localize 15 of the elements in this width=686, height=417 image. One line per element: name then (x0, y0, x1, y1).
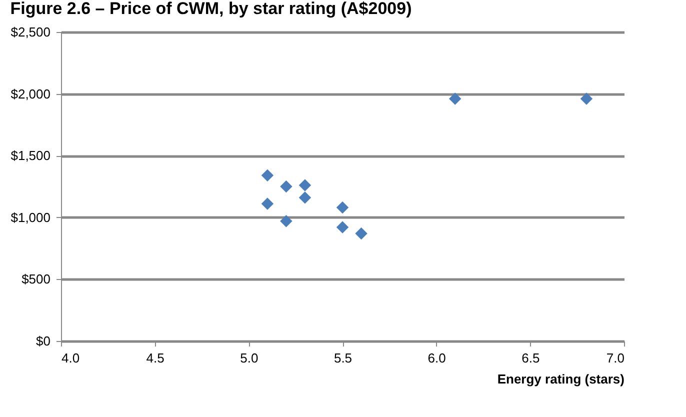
y-tick-label: $500 (22, 272, 50, 287)
x-tick-label: 4.5 (146, 350, 164, 366)
x-tick-label: 6.5 (522, 350, 540, 366)
x-tick-label: 4.0 (62, 350, 80, 366)
y-tick-label: $1,000 (10, 210, 50, 225)
chart-title: Figure 2.6 – Price of CWM, by star rating (A$2009) (10, 0, 412, 18)
x-tick-label: 6.0 (428, 350, 446, 366)
x-tick-label: 5.5 (334, 350, 352, 366)
x-tick-label: 5.0 (240, 350, 258, 366)
y-tick-label: $2,000 (10, 86, 50, 102)
x-tick-label: 7.0 (606, 350, 624, 366)
y-tick-label: $1,500 (10, 148, 50, 164)
y-tick-label: $0 (36, 334, 50, 348)
y-tick-label: $2,500 (10, 24, 50, 40)
x-axis-title: Energy rating (stars) (497, 372, 624, 386)
